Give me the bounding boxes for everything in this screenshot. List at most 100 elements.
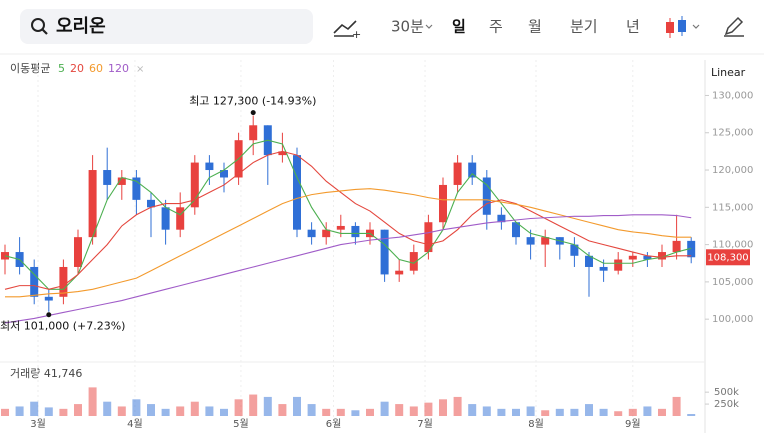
volume-bar [380,401,389,416]
volume-bar [205,406,214,416]
candle-body [44,296,53,301]
candle-body [424,222,433,253]
volume-bar [570,408,579,416]
x-tick-label: 4월 [127,418,143,430]
volume-bar [307,404,316,416]
search-icon [41,28,48,35]
volume-bar [161,408,170,416]
period-button[interactable]: 월 [528,18,542,36]
candle-body [117,177,126,185]
low-marker [46,312,52,318]
y-tick-label: 250k [714,399,739,410]
candle-body [190,162,199,208]
legend-entry: 5 [58,62,65,75]
legend-entry: 120 [108,62,129,75]
candle-body [1,252,9,260]
volume-bar [44,407,53,416]
candle-body [59,266,68,297]
volume-bar [117,406,126,416]
legend-title: 이동평균 [10,62,50,75]
volume-bar [336,408,345,416]
last-price-label: 108,300 [707,252,748,263]
volume-bar [643,406,652,416]
candle-body [103,170,112,185]
candle-icon [666,22,674,33]
volume-bar [30,401,39,416]
y-tick-label: 130,000 [712,90,753,101]
period-button[interactable]: 분기 [570,18,598,36]
volume-bar [59,408,68,416]
scale-label[interactable]: Linear [711,66,746,79]
y-tick-label: 125,000 [712,128,753,139]
volume-bar [658,408,666,416]
search-box[interactable] [20,9,313,44]
candle-body [351,225,360,238]
candle-body [512,222,520,238]
moving-average-line [4,214,692,324]
candle-body [482,177,491,215]
volume-bar [15,406,24,416]
period-button[interactable]: 주 [489,18,503,36]
volume-bar [351,410,360,416]
volume-bar [687,414,696,416]
low-label: 최저 101,000 (+7.23%) [0,320,125,333]
volume-bar [672,396,681,416]
legend-entry: 20 [70,62,84,75]
candle-body [336,225,345,230]
indicator-icon[interactable] [333,20,357,34]
candle-body [132,177,141,200]
moving-average-line [5,188,692,298]
volume-bar [439,399,447,416]
legend-entry: 60 [89,62,103,75]
volume-bar [234,399,243,416]
volume-bar [322,408,331,416]
legend-close: × [136,64,144,75]
indicator-icon: + [352,28,361,41]
volume-bar [585,404,593,416]
volume-bar [497,408,506,416]
candle-body [380,229,389,275]
candle-body [468,162,477,178]
x-tick-label: 8월 [528,418,544,430]
volume-bar [103,401,112,416]
volume-bar [628,408,637,416]
candle-body [541,237,550,245]
volume-bar [366,408,374,416]
candle-body [672,240,681,253]
chevron [692,24,700,29]
candle-body [205,162,214,171]
candle-body [614,259,623,271]
volume-bar [526,406,535,416]
search-text[interactable]: 오리온 [56,16,106,37]
candle-body [585,255,593,267]
candle-body [88,170,97,238]
candle-body [278,151,287,156]
volume-bar [453,396,462,416]
volume-bar [278,404,287,416]
x-tick-label: 5월 [233,418,249,430]
volume-bar [88,387,97,416]
volume-bar [541,410,550,416]
candle-body [643,255,652,260]
chevron [425,24,433,29]
y-tick-label: 115,000 [712,202,753,213]
volume-bar [424,402,433,416]
candle-body [439,184,447,223]
draw-icon[interactable] [724,16,744,37]
candle-body [526,237,535,245]
y-tick-label: 120,000 [712,165,753,176]
candle-body [220,170,228,178]
high-marker [250,110,256,116]
interval-button[interactable]: 30분 [391,18,424,36]
volume-bar [132,399,141,416]
moving-average-line [4,150,692,290]
high-label: 최고 127,300 (-14.93%) [189,95,316,108]
period-button[interactable]: 년 [626,18,640,36]
candle-body [453,162,462,185]
x-tick-label: 6월 [326,418,342,430]
x-tick-label: 7월 [417,418,433,430]
volume-bar [614,411,623,416]
period-button[interactable]: 일 [452,18,466,36]
candle-body [293,155,301,230]
